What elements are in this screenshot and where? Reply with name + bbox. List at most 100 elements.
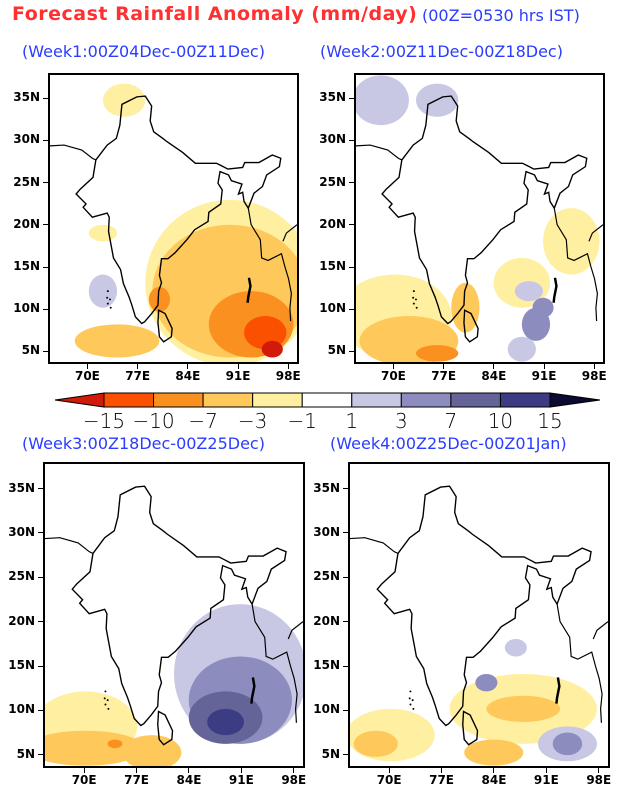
lat-tick bbox=[43, 308, 48, 310]
lat-tick bbox=[38, 576, 43, 578]
lon-tick bbox=[83, 768, 85, 773]
lat-tick bbox=[43, 266, 48, 268]
lat-tick bbox=[343, 532, 348, 534]
lat-tick bbox=[349, 182, 354, 184]
lat-tick-label: 10N bbox=[313, 702, 340, 717]
lon-tick bbox=[237, 364, 239, 369]
lat-tick bbox=[38, 532, 43, 534]
myanmar-coastline bbox=[556, 603, 603, 723]
lat-tick bbox=[43, 97, 48, 99]
anomaly-region bbox=[107, 739, 123, 749]
lat-tick-label: 25N bbox=[13, 174, 40, 189]
lon-tick-label: 91E bbox=[228, 773, 254, 787]
lat-tick-label: 35N bbox=[13, 90, 40, 105]
lon-tick-label: 98E bbox=[586, 773, 612, 787]
india-boundary bbox=[75, 95, 282, 325]
time-note: (00Z=0530 hrs IST) bbox=[422, 6, 580, 25]
lon-tick-label: 77E bbox=[429, 773, 455, 787]
lat-tick-label: 20N bbox=[319, 216, 346, 231]
lakshadweep-island bbox=[411, 699, 414, 702]
lat-tick bbox=[343, 488, 348, 490]
lakshadweep-island bbox=[415, 298, 417, 301]
anomaly-region bbox=[475, 673, 498, 692]
lon-tick-label: 70E bbox=[376, 773, 402, 787]
lakshadweep-island bbox=[104, 703, 107, 706]
thailand-boundary bbox=[282, 224, 297, 242]
lakshadweep-island bbox=[415, 306, 418, 309]
colorbar-box-10_15 bbox=[499, 392, 551, 408]
anomaly-region bbox=[353, 730, 398, 757]
anomaly-region bbox=[507, 336, 536, 362]
lat-tick bbox=[343, 665, 348, 667]
pakistan-boundary bbox=[356, 144, 403, 161]
lat-tick bbox=[349, 224, 354, 226]
lon-tick bbox=[293, 768, 295, 773]
lakshadweep-island bbox=[106, 699, 109, 702]
anomaly-region bbox=[543, 208, 600, 275]
anomaly-region bbox=[415, 345, 459, 362]
lakshadweep-island bbox=[408, 697, 411, 700]
sri-lanka-coastline bbox=[463, 309, 479, 343]
lat-tick bbox=[38, 709, 43, 711]
lat-tick bbox=[38, 665, 43, 667]
lakshadweep-island bbox=[412, 302, 415, 305]
anomaly-region bbox=[88, 274, 118, 308]
anomaly-region bbox=[261, 340, 283, 358]
lat-tick bbox=[343, 576, 348, 578]
anomaly-region bbox=[356, 75, 409, 126]
lat-tick-label: 20N bbox=[313, 613, 340, 628]
lat-tick-label: 20N bbox=[8, 613, 35, 628]
lon-tick bbox=[392, 364, 394, 369]
colorbar-box-7_10 bbox=[450, 392, 501, 408]
figure-title: Forecast Rainfall Anomaly (mm/day) bbox=[12, 3, 418, 25]
colorbar-box-1_3 bbox=[351, 392, 402, 408]
anomaly-region bbox=[514, 281, 544, 302]
colorbar-left-triangle bbox=[54, 392, 105, 408]
lat-tick-label: 5N bbox=[21, 343, 40, 358]
anomaly-region bbox=[74, 324, 160, 358]
colorbar-box--3_-1 bbox=[252, 392, 303, 408]
map-panel-week2 bbox=[354, 73, 605, 364]
lon-tick-label: 84E bbox=[481, 369, 507, 383]
lon-tick bbox=[593, 364, 595, 369]
lakshadweep-island bbox=[409, 703, 412, 706]
anomaly-region bbox=[148, 286, 170, 312]
colorbar-label: −10 bbox=[132, 409, 175, 433]
lakshadweep-island bbox=[109, 298, 111, 301]
lat-tick bbox=[349, 266, 354, 268]
lat-tick-label: 30N bbox=[8, 524, 35, 539]
lon-tick bbox=[598, 768, 600, 773]
lat-tick-label: 5N bbox=[16, 746, 35, 761]
map-canvas bbox=[45, 485, 303, 766]
lon-tick bbox=[86, 364, 88, 369]
lat-tick-label: 20N bbox=[13, 216, 40, 231]
lat-tick bbox=[43, 139, 48, 141]
anomaly-region bbox=[244, 316, 287, 350]
lakshadweep-island bbox=[106, 290, 109, 293]
colorbar-label: −1 bbox=[287, 409, 317, 433]
lon-tick bbox=[188, 768, 190, 773]
lon-tick-label: 98E bbox=[281, 773, 307, 787]
colorbar-label: 15 bbox=[537, 409, 563, 433]
andaman-islands bbox=[246, 277, 252, 303]
india-boundary bbox=[376, 485, 592, 727]
lat-tick-label: 35N bbox=[319, 90, 346, 105]
lat-tick-label: 25N bbox=[319, 174, 346, 189]
lat-tick-label: 25N bbox=[8, 569, 35, 584]
myanmar-coastline bbox=[251, 603, 298, 723]
colorbar-label: 10 bbox=[487, 409, 514, 433]
colorbar-label: −3 bbox=[237, 409, 268, 433]
lat-tick bbox=[43, 224, 48, 226]
thailand-boundary bbox=[287, 621, 303, 640]
lat-tick-label: 35N bbox=[8, 480, 35, 495]
anomaly-region bbox=[45, 730, 145, 766]
lon-tick-label: 98E bbox=[581, 369, 607, 383]
pakistan-boundary bbox=[50, 144, 97, 161]
lakshadweep-island bbox=[409, 690, 412, 693]
lon-tick-label: 91E bbox=[531, 369, 557, 383]
lakshadweep-island bbox=[412, 707, 415, 710]
lat-tick-label: 15N bbox=[319, 259, 346, 273]
india-boundary bbox=[381, 95, 588, 325]
lon-tick bbox=[545, 768, 547, 773]
anomaly-region bbox=[451, 282, 480, 333]
